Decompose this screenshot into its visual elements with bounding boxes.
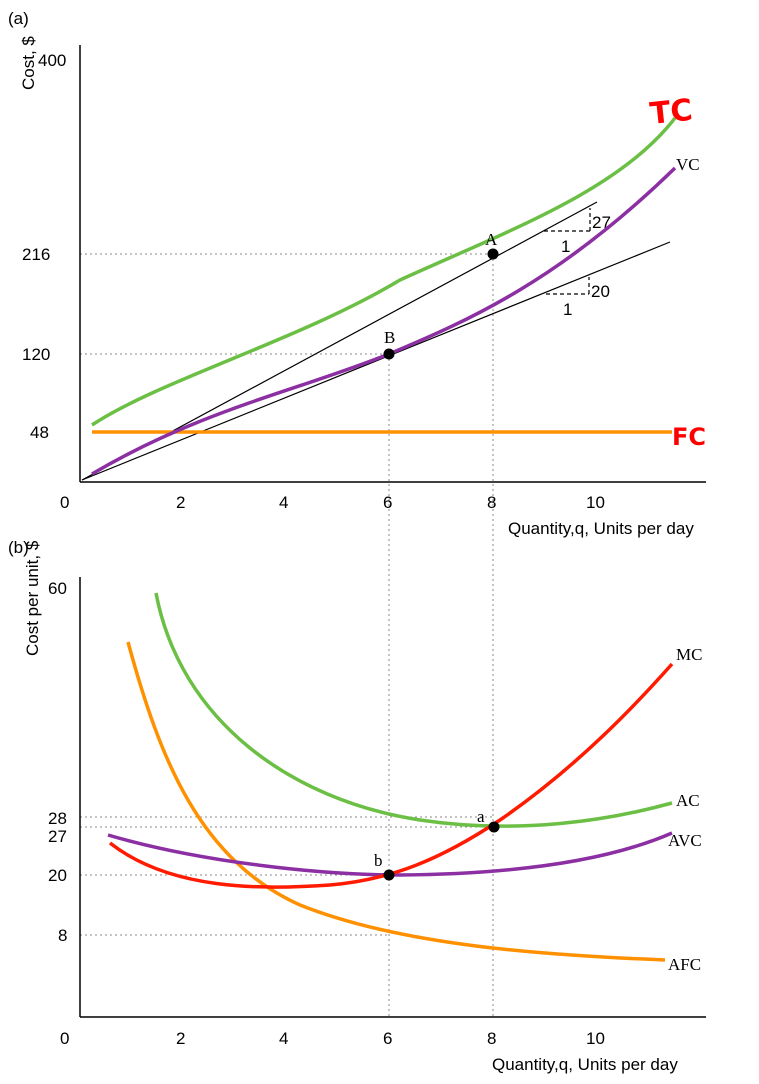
avc-label: AVC — [668, 831, 702, 850]
afc-label: AFC — [668, 955, 701, 974]
panel-a-y-tick-400: 400 — [38, 51, 66, 70]
point-a-lower — [488, 821, 500, 833]
tc-curve — [91, 116, 677, 427]
panel-a-y-axis-label: Cost, $ — [19, 36, 38, 90]
panel-a-y-tick-48: 48 — [30, 423, 49, 442]
panel-a-y-tick-120: 120 — [22, 345, 50, 364]
panel-a-guides — [80, 253, 494, 1017]
point-a-lower-label: a — [477, 807, 485, 826]
vc-label: VC — [676, 155, 700, 174]
afc-curve — [126, 641, 666, 962]
point-a-upper — [487, 248, 499, 260]
panel-b-x-tick-10: 10 — [586, 1029, 605, 1048]
panel-b-x-axis-label: Quantity,q, Units per day — [492, 1055, 678, 1074]
panel-b-label: (b) — [8, 538, 29, 557]
panel-b-y-tick-60: 60 — [48, 579, 67, 598]
panel-b-y-tick-27: 27 — [48, 827, 67, 846]
ray-through-b — [81, 241, 671, 481]
panel-b: (b) Cost per unit, $ 60 28 27 20 8 0 2 4… — [8, 538, 706, 1074]
mc-label: MC — [676, 645, 702, 664]
mc-curve — [108, 662, 674, 889]
panel-a-x-tick-10: 10 — [586, 493, 605, 512]
panel-b-x-tick-0: 0 — [60, 1029, 69, 1048]
panel-b-x-tick-8: 8 — [487, 1029, 496, 1048]
tc-handwritten-label: TC — [648, 93, 694, 132]
panel-b-y-tick-28: 28 — [48, 809, 67, 828]
slope-rise-20: 20 — [591, 282, 610, 301]
slope-run-1-a: 1 — [561, 237, 570, 256]
panel-b-x-tick-4: 4 — [279, 1029, 288, 1048]
ac-label: AC — [676, 791, 700, 810]
point-b-lower — [383, 869, 395, 881]
point-a-upper-label: A — [485, 230, 498, 249]
point-b-upper — [383, 348, 395, 360]
panel-a-y-tick-216: 216 — [22, 245, 50, 264]
ac-curve — [154, 592, 673, 828]
slope-run-1-b: 1 — [563, 300, 572, 319]
avc-curve — [107, 831, 673, 877]
panel-b-guides — [80, 816, 493, 936]
panel-b-x-tick-6: 6 — [383, 1029, 392, 1048]
panel-a-x-tick-4: 4 — [279, 493, 288, 512]
panel-b-y-axis-label: Cost per unit, $ — [23, 540, 42, 656]
vc-curve — [91, 166, 677, 476]
panel-b-y-tick-20: 20 — [48, 866, 67, 885]
panel-a-label: (a) — [8, 9, 29, 28]
slope-triangle-27 — [544, 208, 591, 232]
slope-triangle-20 — [546, 277, 590, 295]
point-b-lower-label: b — [374, 851, 383, 870]
panel-b-x-tick-2: 2 — [176, 1029, 185, 1048]
fc-handwritten-label: FC — [672, 423, 706, 451]
panel-a-x-tick-8: 8 — [487, 493, 496, 512]
panel-a-x-axis-label: Quantity,q, Units per day — [508, 519, 694, 538]
panel-a-x-tick-0: 0 — [60, 493, 69, 512]
panel-b-y-tick-8: 8 — [58, 926, 67, 945]
panel-a: (a) Cost, $ 400 216 120 48 0 2 4 6 8 10 … — [8, 9, 706, 1017]
panel-a-x-tick-6: 6 — [383, 493, 392, 512]
point-b-upper-label: B — [384, 328, 395, 347]
panel-a-x-tick-2: 2 — [176, 493, 185, 512]
